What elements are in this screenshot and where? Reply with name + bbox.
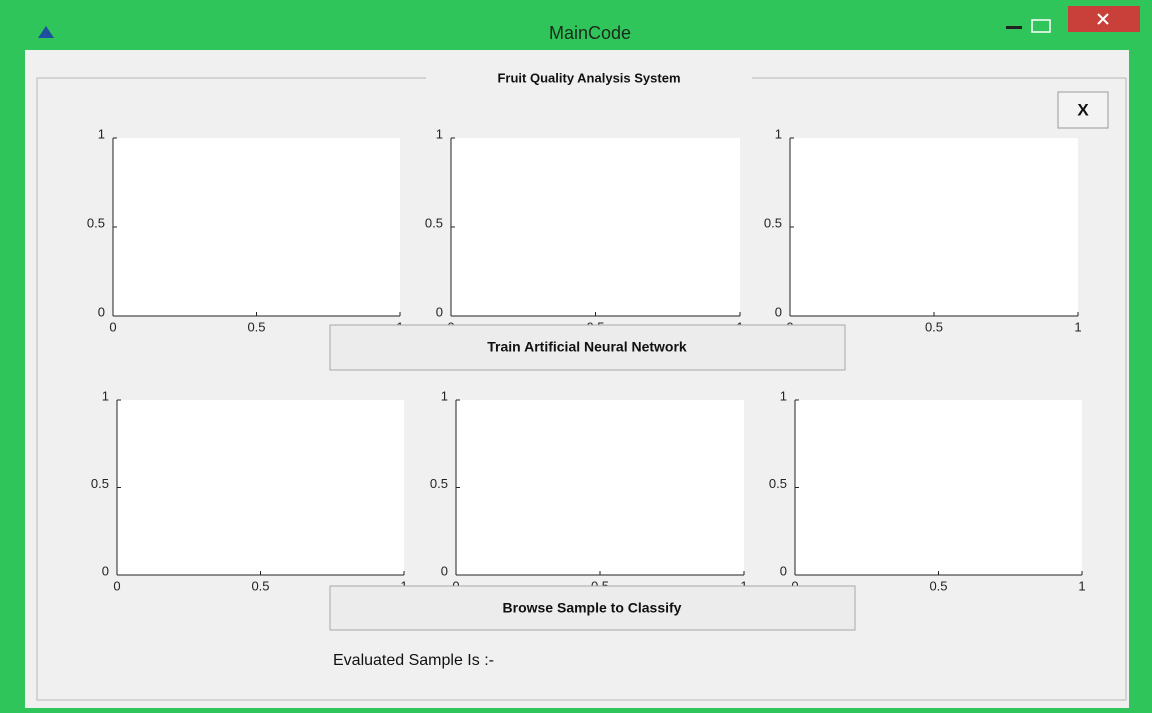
- button-label: Train Artificial Neural Network: [487, 339, 687, 355]
- browse-button[interactable]: Browse Sample to Classify: [329, 585, 856, 631]
- y-tick-label: 0.5: [430, 476, 448, 491]
- plot-area: [795, 400, 1082, 575]
- button-label: Browse Sample to Classify: [503, 600, 682, 616]
- x-tick-label: 0: [113, 578, 120, 593]
- window-title: MainCode: [549, 23, 631, 43]
- y-tick-label: 0: [102, 563, 109, 578]
- status-text: Evaluated Sample Is :-: [333, 652, 494, 669]
- x-tick-label: 0: [109, 319, 116, 334]
- y-tick-label: 0: [775, 304, 782, 319]
- close-panel-button[interactable]: X: [1057, 91, 1109, 129]
- y-tick-label: 0.5: [91, 476, 109, 491]
- plot-area: [117, 400, 404, 575]
- window-close-icon: [1097, 13, 1109, 25]
- y-tick-label: 0: [436, 304, 443, 319]
- minimize-button[interactable]: [1006, 26, 1022, 29]
- button-face: [329, 585, 856, 631]
- x-tick-label: 1: [1074, 319, 1081, 334]
- plot-area: [113, 138, 400, 316]
- y-tick-label: 0.5: [769, 476, 787, 491]
- train-button[interactable]: Train Artificial Neural Network: [329, 324, 846, 371]
- y-tick-label: 1: [780, 388, 787, 403]
- plot-area: [456, 400, 744, 575]
- x-tick-label: 0.5: [247, 319, 265, 334]
- y-tick-label: 0: [780, 563, 787, 578]
- maximize-button[interactable]: [1031, 19, 1051, 33]
- y-tick-label: 0: [98, 304, 105, 319]
- panel-title-bg: [426, 70, 752, 88]
- y-tick-label: 1: [436, 126, 443, 141]
- y-tick-label: 1: [102, 388, 109, 403]
- button-face: [329, 324, 846, 371]
- y-tick-label: 0.5: [764, 215, 782, 230]
- y-tick-label: 1: [441, 388, 448, 403]
- y-tick-label: 1: [98, 126, 105, 141]
- y-tick-label: 0.5: [87, 215, 105, 230]
- app-icon: [38, 26, 54, 38]
- plot-area: [790, 138, 1078, 316]
- plot-area: [451, 138, 740, 316]
- button-face: [1057, 91, 1109, 129]
- panel-title: Fruit Quality Analysis System: [497, 70, 680, 85]
- y-tick-label: 0.5: [425, 215, 443, 230]
- axes-group: 0 0.5 1 0 0.5 1 0 0.5 1 0 0.5 1 0 0.5 1 0 0.5 1 0 0.5 1 0 0.5 1…: [87, 126, 1086, 593]
- x-tick-label: 0.5: [929, 578, 947, 593]
- y-tick-label: 1: [775, 126, 782, 141]
- x-tick-label: 0.5: [925, 319, 943, 334]
- y-tick-label: 0: [441, 563, 448, 578]
- x-tick-label: 0.5: [251, 578, 269, 593]
- x-tick-label: 1: [1078, 578, 1085, 593]
- button-label: X: [1077, 100, 1089, 119]
